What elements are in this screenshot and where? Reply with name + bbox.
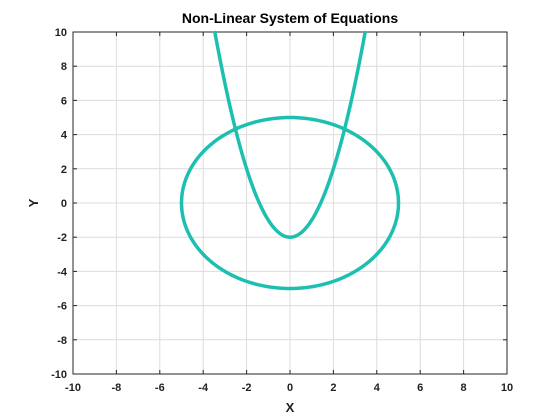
x-tick-label: -2 bbox=[242, 382, 252, 394]
y-tick-label: 0 bbox=[61, 198, 67, 210]
y-tick-label: -10 bbox=[51, 369, 67, 381]
x-tick-label: -8 bbox=[112, 382, 122, 394]
x-tick-label: 8 bbox=[461, 382, 467, 394]
x-tick-label: 4 bbox=[374, 382, 381, 394]
y-tick-label: 8 bbox=[61, 61, 67, 73]
x-tick-labels: -10 -8 -6 -4 -2 0 2 4 6 8 10 bbox=[65, 382, 513, 394]
x-tick-label: -10 bbox=[65, 382, 81, 394]
y-tick-labels: -10 -8 -6 -4 -2 0 2 4 6 8 10 bbox=[51, 27, 68, 381]
y-tick-label: -2 bbox=[57, 232, 67, 244]
chart-title: Non-Linear System of Equations bbox=[182, 10, 398, 26]
x-tick-label: 10 bbox=[501, 382, 513, 394]
y-tick-label: -6 bbox=[57, 301, 67, 313]
y-tick-label: 6 bbox=[61, 95, 67, 107]
y-tick-label: -8 bbox=[57, 335, 67, 347]
y-tick-label: -4 bbox=[57, 266, 68, 278]
x-tick-label: 0 bbox=[287, 382, 293, 394]
y-tick-label: 2 bbox=[61, 164, 67, 176]
x-axis-label: X bbox=[286, 400, 295, 415]
x-tick-label: 2 bbox=[330, 382, 336, 394]
y-tick-label: 10 bbox=[55, 27, 67, 39]
parabola-curve bbox=[213, 30, 367, 239]
x-tick-label: -6 bbox=[155, 382, 165, 394]
tick-marks bbox=[72, 31, 508, 375]
y-tick-label: 4 bbox=[61, 130, 68, 142]
x-tick-label: -4 bbox=[198, 382, 209, 394]
x-tick-label: 6 bbox=[417, 382, 423, 394]
series-layer bbox=[179, 30, 401, 291]
y-axis-label: Y bbox=[26, 198, 41, 207]
